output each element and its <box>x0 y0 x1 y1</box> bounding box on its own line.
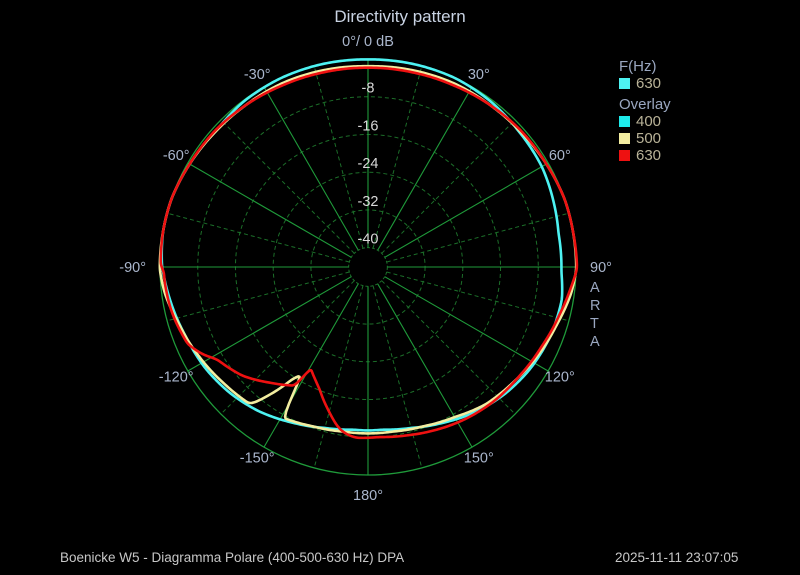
svg-text:150°: 150° <box>464 451 494 467</box>
svg-text:A: A <box>590 334 600 350</box>
svg-text:180°: 180° <box>353 488 383 504</box>
svg-text:90°: 90° <box>590 260 612 276</box>
svg-text:Directivity pattern: Directivity pattern <box>334 7 465 26</box>
svg-text:-32: -32 <box>358 194 379 210</box>
svg-text:A: A <box>590 280 600 296</box>
svg-text:-150°: -150° <box>240 451 275 467</box>
svg-text:-90°: -90° <box>119 260 146 276</box>
svg-text:30°: 30° <box>468 67 490 83</box>
svg-text:60°: 60° <box>549 148 571 164</box>
svg-text:400: 400 <box>636 113 661 130</box>
svg-text:-40: -40 <box>358 232 379 248</box>
svg-text:500: 500 <box>636 130 661 147</box>
svg-text:2025-11-11 23:07:05: 2025-11-11 23:07:05 <box>615 550 738 565</box>
svg-text:F(Hz): F(Hz) <box>619 58 657 75</box>
svg-text:-16: -16 <box>358 119 379 135</box>
svg-text:-24: -24 <box>358 156 379 172</box>
svg-text:-120°: -120° <box>159 370 194 386</box>
svg-text:Boenicke W5 - Diagramma Polare: Boenicke W5 - Diagramma Polare (400-500-… <box>60 550 404 565</box>
svg-text:630: 630 <box>636 75 661 92</box>
svg-text:R: R <box>590 298 600 314</box>
svg-text:-8: -8 <box>362 81 375 97</box>
svg-text:T: T <box>590 316 599 332</box>
svg-text:Overlay: Overlay <box>619 96 671 113</box>
svg-text:-30°: -30° <box>244 67 271 83</box>
svg-text:630: 630 <box>636 147 661 164</box>
svg-text:120°: 120° <box>545 370 575 386</box>
svg-text:-60°: -60° <box>163 148 190 164</box>
svg-text:0°/ 0 dB: 0°/ 0 dB <box>342 34 394 50</box>
